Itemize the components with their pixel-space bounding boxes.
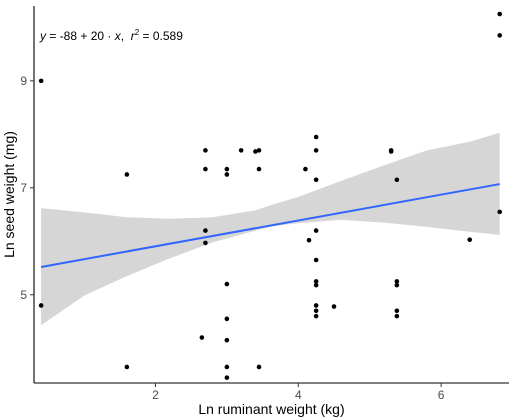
data-point bbox=[313, 279, 319, 284]
data-point bbox=[203, 166, 208, 172]
data-point bbox=[224, 166, 230, 172]
data-point bbox=[38, 303, 44, 308]
data-point bbox=[313, 308, 319, 314]
data-point bbox=[313, 177, 319, 183]
data-point bbox=[238, 148, 244, 153]
data-point bbox=[124, 364, 130, 370]
regression-equation: y = -88 + 20 · x, r2 = 0.589 bbox=[39, 28, 183, 43]
x-axis-ticks: 2 4 6 bbox=[152, 383, 445, 402]
y-tick-label: 7 bbox=[20, 181, 27, 195]
eq-y-var: y bbox=[39, 29, 47, 43]
data-point bbox=[313, 228, 319, 233]
data-point bbox=[313, 303, 319, 308]
data-point bbox=[388, 149, 394, 154]
data-point bbox=[394, 282, 400, 288]
data-point bbox=[497, 33, 503, 38]
data-point bbox=[224, 364, 230, 370]
data-point bbox=[253, 149, 258, 154]
data-point bbox=[203, 148, 208, 153]
y-tick-label: 9 bbox=[20, 74, 27, 88]
data-point bbox=[467, 237, 473, 242]
data-point bbox=[256, 364, 262, 370]
eq-x-var: x bbox=[114, 29, 122, 43]
eq-separator: , bbox=[121, 29, 131, 43]
x-axis-title: Ln ruminant weight (kg) bbox=[198, 401, 344, 417]
data-point bbox=[38, 78, 44, 84]
eq-r-exponent: 2 bbox=[135, 28, 140, 37]
data-point bbox=[256, 148, 262, 153]
y-axis-title: Ln seed weight (mg) bbox=[1, 131, 17, 258]
confidence-band-layer bbox=[41, 132, 500, 326]
eq-middle: = -88 + 20 · bbox=[46, 29, 115, 43]
y-tick-label: 5 bbox=[20, 288, 27, 302]
data-point bbox=[394, 313, 400, 319]
data-point bbox=[331, 304, 337, 309]
data-point bbox=[199, 335, 205, 340]
data-point bbox=[394, 279, 400, 284]
data-point bbox=[224, 337, 230, 343]
confidence-band bbox=[41, 132, 500, 326]
data-point bbox=[306, 237, 312, 243]
regression-line bbox=[40, 183, 500, 268]
data-point bbox=[256, 166, 262, 172]
x-tick-label: 4 bbox=[295, 388, 302, 402]
data-point bbox=[303, 166, 308, 172]
y-axis-ticks: 5 7 9 bbox=[20, 74, 34, 302]
data-point bbox=[497, 11, 503, 17]
data-point bbox=[313, 282, 319, 288]
data-point bbox=[224, 375, 230, 380]
eq-r-var: r bbox=[131, 29, 136, 43]
data-point bbox=[203, 228, 208, 233]
data-point bbox=[203, 240, 208, 246]
data-point bbox=[313, 134, 319, 140]
data-point bbox=[394, 308, 400, 314]
data-point bbox=[224, 281, 230, 287]
data-point bbox=[394, 177, 400, 183]
data-point bbox=[497, 209, 503, 215]
data-point bbox=[224, 172, 230, 177]
data-point bbox=[313, 313, 319, 319]
data-point bbox=[124, 172, 130, 177]
eq-r-value: = 0.589 bbox=[139, 29, 183, 43]
data-point bbox=[313, 148, 319, 153]
x-tick-label: 2 bbox=[152, 388, 159, 402]
data-points-layer bbox=[38, 11, 503, 380]
data-point bbox=[224, 316, 230, 322]
fit-line-layer bbox=[40, 183, 500, 268]
data-point bbox=[313, 257, 319, 263]
x-tick-label: 6 bbox=[438, 388, 445, 402]
